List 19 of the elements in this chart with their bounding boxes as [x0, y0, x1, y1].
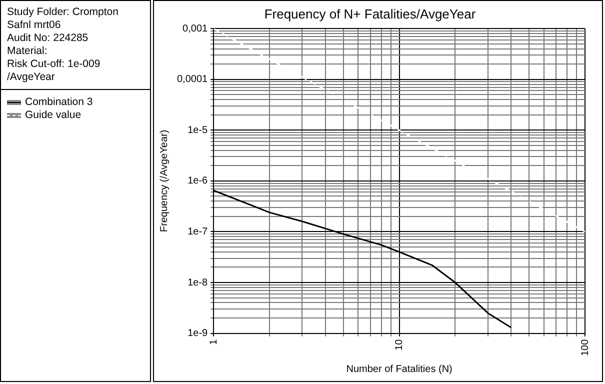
- x-tick-label: 100: [580, 338, 591, 356]
- x-tick-label: 1: [208, 338, 220, 345]
- text: Risk Cut-off: 1e-009 /AvgeYear: [7, 58, 102, 84]
- legend-label: Guide value: [25, 109, 82, 122]
- x-axis-title: Number of Fatalities (N): [346, 364, 452, 375]
- y-tick-label: 1e-8: [188, 277, 208, 288]
- y-tick-label: 0,0001: [176, 74, 208, 86]
- y-axis-title: Frequency (/AvgeYear): [158, 130, 170, 232]
- chart-title: Frequency of N+ Fatalities/AvgeYear: [264, 6, 476, 22]
- text: Study Folder: Crompton Safnl mrt06: [7, 6, 120, 32]
- x-tick-label: 10: [394, 338, 406, 350]
- y-tick-label: 1e-6: [188, 176, 208, 187]
- y-tick-label: 1e-9: [188, 328, 208, 340]
- text: Material:: [7, 45, 48, 58]
- y-tick-label: 1e-5: [188, 124, 208, 136]
- y-tick-label: 1e-7: [188, 226, 208, 238]
- y-tick-label: 0,001: [182, 23, 208, 34]
- legend-label: Combination 3: [25, 96, 93, 109]
- text: Audit No: 224285: [7, 32, 90, 45]
